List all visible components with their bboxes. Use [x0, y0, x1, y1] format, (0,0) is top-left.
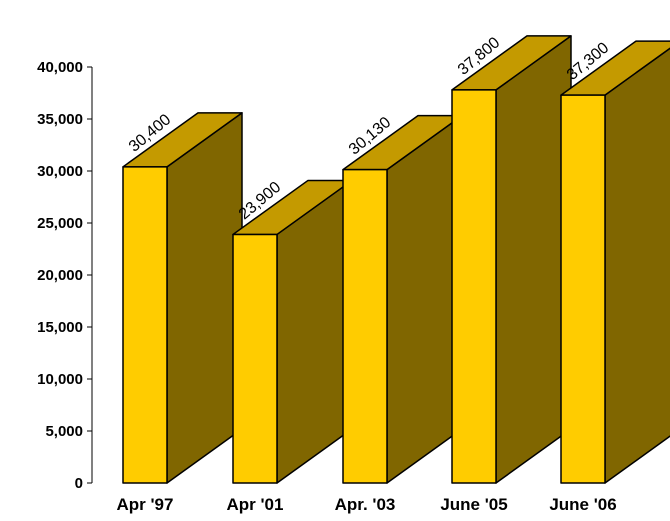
x-tick-label: Apr '01 [227, 495, 284, 514]
bar [122, 166, 168, 484]
y-tick-label: 20,000 [37, 267, 83, 284]
bar [451, 89, 497, 484]
bar [232, 233, 278, 484]
y-tick-label: 35,000 [37, 111, 83, 128]
x-tick-label: Apr '97 [117, 495, 174, 514]
y-tick-label: 30,000 [37, 163, 83, 180]
y-tick-label: 40,000 [37, 59, 83, 76]
y-axis-ticks: 0 5,000 10,000 15,000 20,000 25,000 30,000 35,0… [37, 59, 92, 492]
y-tick-label: 15,000 [37, 319, 83, 336]
bar-tops [122, 35, 670, 236]
x-axis-ticks: Apr '97 Apr '01 Apr. '03 June '05 June '06 [117, 495, 617, 514]
y-tick-label: 10,000 [37, 371, 83, 388]
bar [560, 94, 606, 484]
x-tick-label: June '05 [440, 495, 507, 514]
y-tick-label: 5,000 [45, 423, 83, 440]
bar-side [166, 112, 243, 484]
x-tick-label: June '06 [549, 495, 616, 514]
y-tick-label: 25,000 [37, 215, 83, 232]
x-tick-label: Apr. '03 [335, 495, 396, 514]
bar-side [386, 114, 463, 484]
bar-side [495, 35, 572, 484]
bar-fronts [122, 89, 606, 484]
y-tick-label: 0 [75, 475, 83, 492]
bar-side [604, 47, 670, 484]
bar [342, 168, 388, 484]
